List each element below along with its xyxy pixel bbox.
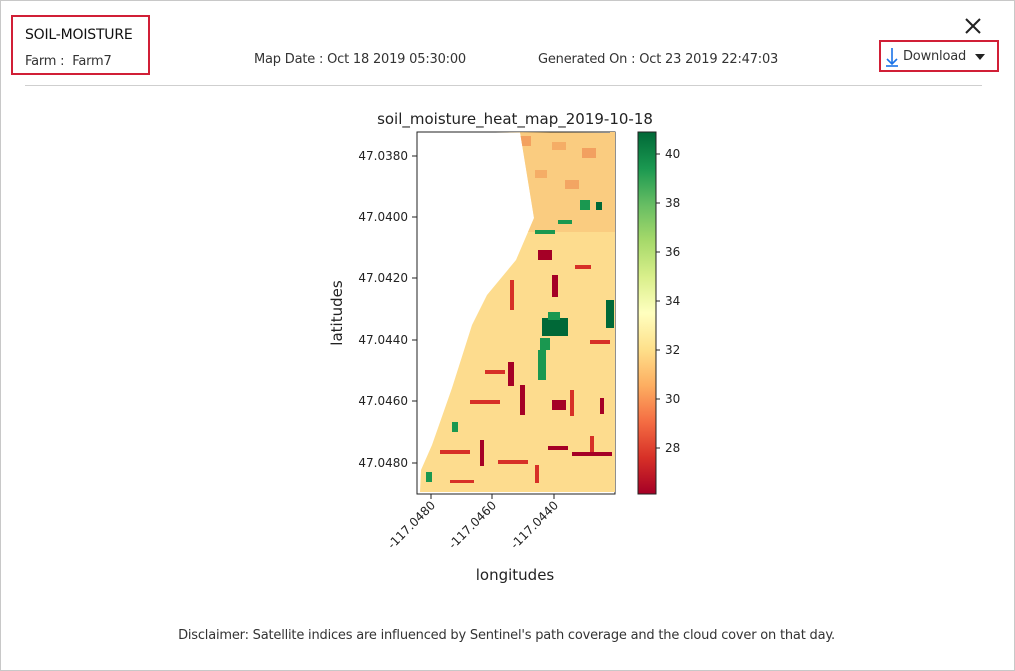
map-date: Map Date : Oct 18 2019 05:30:00 (254, 52, 466, 67)
farm-value: Farm7 (72, 54, 112, 69)
caret-down-icon[interactable] (975, 54, 985, 60)
y-axis-label: latitudes (328, 280, 346, 346)
x-tick-label: -117.0460 (446, 498, 499, 551)
y-tick-label: 47.0400 (358, 210, 408, 224)
title-highlight-box: SOIL-MOISTURE Farm : Farm7 (11, 15, 150, 75)
download-arrow-icon (886, 48, 898, 67)
close-button[interactable] (961, 14, 985, 38)
close-icon (965, 18, 981, 34)
download-highlight-box: Download (879, 40, 999, 72)
x-tick-label: -117.0480 (385, 498, 438, 551)
colorbar-tick-label: 38 (665, 196, 680, 210)
y-tick-label: 47.0380 (358, 149, 408, 163)
colorbar-tick-label: 30 (665, 392, 680, 406)
generated-on: Generated On : Oct 23 2019 22:47:03 (538, 52, 779, 67)
farm-label: Farm : (25, 54, 65, 69)
y-axis: 47.0380 47.0400 47.0420 47.0440 47.0460 … (328, 149, 417, 470)
header-divider (25, 85, 982, 86)
x-tick-label: -117.0440 (508, 498, 561, 551)
colorbar-tick-label: 28 (665, 441, 680, 455)
x-axis: -117.0480 -117.0460 -117.0440 longitudes (385, 494, 561, 584)
y-tick-label: 47.0420 (358, 271, 408, 285)
y-tick-label: 47.0480 (358, 456, 408, 470)
download-button[interactable]: Download (883, 44, 995, 70)
y-tick-label: 47.0440 (358, 333, 408, 347)
farm-info: Farm : Farm7 (25, 54, 112, 69)
download-label: Download (903, 49, 967, 64)
colorbar-tick-label: 40 (665, 147, 680, 161)
soil-moisture-heatmap: soil_moisture_heat_map_2019-10-18 (328, 110, 680, 584)
x-axis-label: longitudes (476, 566, 555, 584)
page-title: SOIL-MOISTURE (25, 27, 133, 43)
field-features (426, 200, 614, 483)
chart-title: soil_moisture_heat_map_2019-10-18 (377, 110, 653, 129)
colorbar: 28 30 32 34 36 38 40 (637, 131, 680, 495)
disclaimer-text: Disclaimer: Satellite indices are influe… (178, 628, 835, 643)
colorbar-tick-label: 32 (665, 343, 680, 357)
y-tick-label: 47.0460 (358, 394, 408, 408)
colorbar-tick-label: 34 (665, 294, 680, 308)
colorbar-tick-label: 36 (665, 245, 680, 259)
